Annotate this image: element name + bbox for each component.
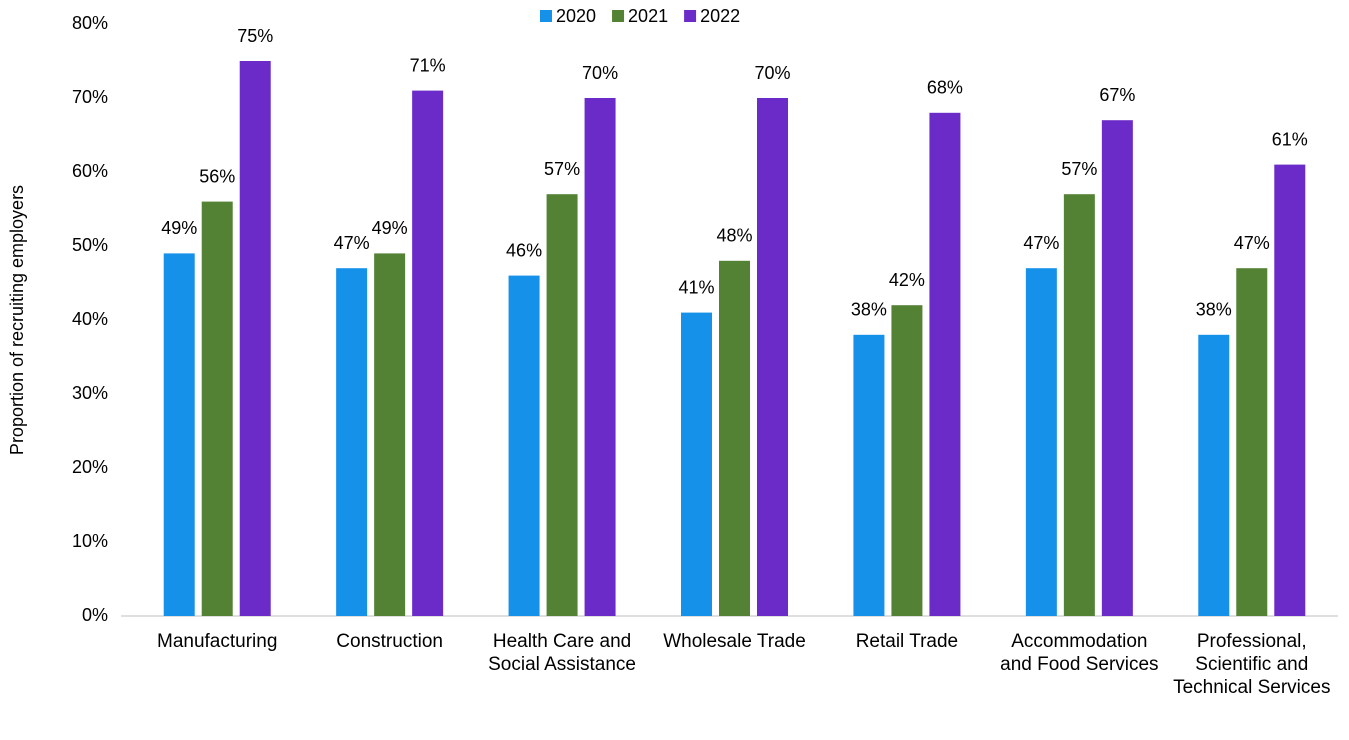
x-tick-label: Construction <box>336 631 443 652</box>
data-label: 56% <box>199 166 235 186</box>
legend-swatch <box>612 10 625 22</box>
legend-label: 2020 <box>556 6 596 26</box>
data-label: 42% <box>889 270 925 290</box>
data-label: 47% <box>334 233 370 253</box>
bar <box>1025 268 1057 616</box>
bar <box>201 201 233 616</box>
data-label: 68% <box>927 78 963 98</box>
data-label: 67% <box>1099 85 1135 105</box>
data-label: 71% <box>410 55 446 75</box>
bar <box>1101 120 1133 616</box>
data-label: 70% <box>754 63 790 83</box>
y-tick-label: 20% <box>72 457 108 477</box>
bar <box>412 90 444 617</box>
bar <box>681 312 712 616</box>
x-tick-label: Health Care and Social Assistance <box>488 631 636 675</box>
data-label: 46% <box>506 240 542 260</box>
y-tick-label: 50% <box>72 235 108 255</box>
data-label: 57% <box>1061 159 1097 179</box>
data-label: 38% <box>851 300 887 320</box>
bar <box>546 194 578 616</box>
legend-swatch <box>540 10 552 22</box>
x-tick-label: Retail Trade <box>855 631 959 652</box>
bar <box>508 275 540 616</box>
data-label: 48% <box>716 226 752 246</box>
bar <box>374 253 406 616</box>
y-tick-label: 80% <box>72 13 108 33</box>
bar <box>719 260 750 616</box>
x-tick-label: Wholesale Trade <box>663 631 806 652</box>
bar <box>1236 268 1268 616</box>
data-label: 57% <box>544 159 580 179</box>
bar <box>584 98 616 616</box>
bar <box>929 112 961 617</box>
bar <box>163 253 195 616</box>
data-label: 38% <box>1196 300 1232 320</box>
x-tick-label: Accommodation and Food Services <box>1000 631 1159 675</box>
y-tick-label: 0% <box>82 605 108 625</box>
y-axis-title: Proportion of recruiting employers <box>7 185 27 455</box>
y-tick-label: 60% <box>72 161 108 181</box>
bar <box>1274 164 1306 616</box>
bar <box>336 268 368 616</box>
data-label: 75% <box>237 26 273 46</box>
x-tick-label: Manufacturing <box>157 631 278 652</box>
legend-label: 2021 <box>628 6 668 26</box>
data-label: 49% <box>372 218 408 238</box>
y-tick-label: 40% <box>72 309 108 329</box>
y-tick-label: 70% <box>72 87 108 107</box>
bar <box>757 98 788 616</box>
data-label: 47% <box>1234 233 1270 253</box>
data-label: 70% <box>582 63 618 83</box>
legend-swatch <box>684 10 697 22</box>
y-tick-label: 10% <box>72 531 108 551</box>
legend-label: 2022 <box>700 6 740 26</box>
bar <box>1198 334 1230 616</box>
bar <box>1063 194 1095 616</box>
bar <box>891 305 923 616</box>
bar <box>853 334 885 616</box>
data-label: 41% <box>678 277 714 297</box>
y-tick-label: 30% <box>72 383 108 403</box>
data-label: 61% <box>1272 129 1308 149</box>
data-label: 49% <box>161 218 197 238</box>
bar <box>239 61 271 616</box>
data-label: 47% <box>1023 233 1059 253</box>
x-tick-label: Professional, Scientific and Technical S… <box>1173 631 1331 698</box>
